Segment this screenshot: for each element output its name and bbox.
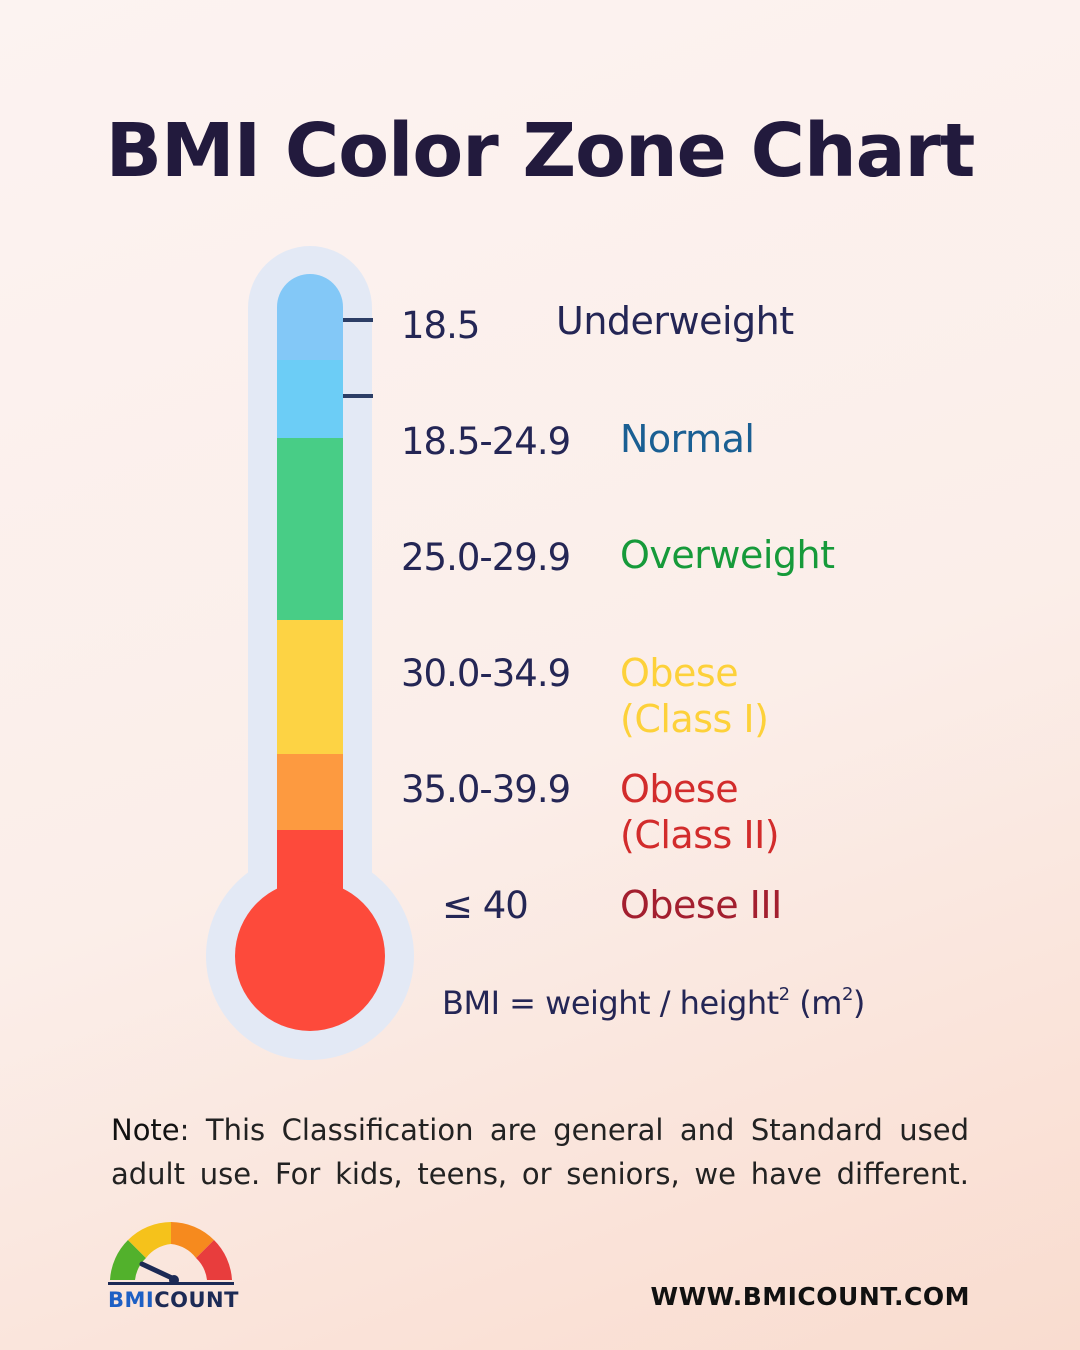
tick-mark [343,318,373,322]
zone-bar-obese-2 [277,754,343,830]
range-obese-3: ≤ 40 [442,884,529,927]
label-obese-3: Obese III [620,883,782,927]
thermometer-column [277,274,343,950]
label-normal: Normal [620,417,755,461]
bmicount-logo-icon [108,1222,234,1285]
website-link[interactable]: WWW.BMICOUNT.COM [650,1282,970,1311]
label-obese-1: Obese (Class I) [620,651,769,741]
range-obese-2: 35.0-39.9 [401,768,571,811]
label-obese-2: Obese (Class II) [620,767,780,857]
range-overweight: 25.0-29.9 [401,536,571,579]
tick-mark [343,394,373,398]
range-underweight: 18.5 [401,304,480,347]
zone-bar-overweight [277,438,343,620]
label-underweight: Underweight [556,299,794,343]
zone-bar-normal [277,360,343,438]
classification-note: Note: This Classification are general an… [111,1108,969,1196]
thermometer-bulb [235,881,385,1031]
logo-wordmark: BMICOUNT [108,1288,239,1312]
range-obese-1: 30.0-34.9 [401,652,571,695]
page-title: BMI Color Zone Chart [105,108,976,194]
zone-bar-underweight [277,274,343,360]
note-label: Note [111,1113,180,1147]
bmi-formula: BMI = weight / height2 (m2) [442,984,865,1022]
note-text: : This Classification are general and St… [111,1113,969,1191]
label-overweight: Overweight [620,533,835,577]
range-normal: 18.5-24.9 [401,420,571,463]
zone-bar-obese-1 [277,620,343,754]
